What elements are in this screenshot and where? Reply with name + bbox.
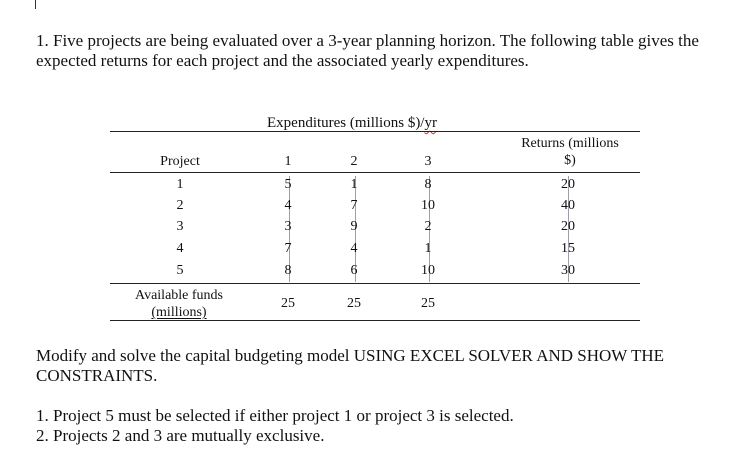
available-funds-label-line1: Available funds bbox=[135, 288, 223, 303]
expenditure-cell: 7 bbox=[284, 241, 292, 256]
table-bottom-rule bbox=[110, 320, 640, 321]
available-funds-cell: 25 bbox=[421, 296, 435, 311]
table-caption-main: Expenditures (millions $)/ bbox=[267, 115, 425, 131]
problem-statement: 1. Five projects are being evaluated ove… bbox=[36, 31, 699, 70]
available-funds-cell: 25 bbox=[347, 296, 361, 311]
project-cell: 1 bbox=[176, 177, 184, 192]
available-funds-cell: 25 bbox=[281, 296, 295, 311]
project-cell: 4 bbox=[176, 241, 184, 256]
project-cell: 5 bbox=[176, 263, 184, 278]
header-bottom-rule bbox=[110, 172, 640, 173]
table-caption-unit: yr bbox=[424, 115, 437, 131]
constraint-list: 1. Project 5 must be selected if either … bbox=[36, 406, 736, 446]
returns-header-line2: $) bbox=[564, 153, 576, 168]
expenditure-cell: 4 bbox=[350, 241, 358, 256]
body-bottom-rule bbox=[110, 283, 640, 284]
return-cell: 15 bbox=[561, 241, 575, 256]
column-divider bbox=[429, 176, 430, 282]
table-top-rule bbox=[110, 131, 640, 132]
returns-header: Returns (millions $) bbox=[508, 135, 632, 169]
expenditure-cell: 8 bbox=[424, 177, 432, 192]
expenditure-cell: 10 bbox=[421, 263, 435, 278]
constraint-item: 2. Projects 2 and 3 are mutually exclusi… bbox=[36, 426, 325, 445]
return-cell: 40 bbox=[561, 198, 575, 213]
instruction-text: Modify and solve the capital budgeting m… bbox=[36, 346, 665, 385]
return-cell: 20 bbox=[561, 219, 575, 234]
text-cursor bbox=[35, 0, 36, 9]
year-header-3: 3 bbox=[424, 154, 432, 169]
column-divider bbox=[568, 176, 569, 282]
table-caption: Expenditures (millions $)/yr bbox=[267, 114, 437, 132]
expenditure-cell: 1 bbox=[424, 241, 432, 256]
expenditure-cell: 5 bbox=[284, 177, 292, 192]
expenditure-cell: 1 bbox=[350, 177, 358, 192]
return-cell: 20 bbox=[561, 177, 575, 192]
expenditure-cell: 3 bbox=[284, 219, 292, 234]
expenditure-cell: 10 bbox=[421, 198, 435, 213]
year-header-1: 1 bbox=[284, 154, 292, 169]
return-cell: 30 bbox=[561, 263, 575, 278]
year-header-2: 2 bbox=[350, 154, 358, 169]
expenditure-cell: 6 bbox=[350, 263, 358, 278]
constraint-item: 1. Project 5 must be selected if either … bbox=[36, 406, 514, 425]
project-cell: 3 bbox=[176, 219, 184, 234]
expenditure-cell: 7 bbox=[350, 198, 358, 213]
expenditure-cell: 9 bbox=[350, 219, 358, 234]
expenditure-cell: 2 bbox=[424, 219, 432, 234]
project-cell: 2 bbox=[176, 198, 184, 213]
available-funds-label-line2: (millions) bbox=[151, 305, 207, 320]
column-divider bbox=[355, 176, 356, 282]
expenditure-cell: 8 bbox=[284, 263, 292, 278]
available-funds-label: Available funds (millions) bbox=[118, 287, 240, 321]
returns-header-line1: Returns (millions bbox=[521, 136, 619, 151]
project-header: Project bbox=[160, 154, 200, 169]
column-divider bbox=[289, 176, 290, 282]
expenditure-cell: 4 bbox=[284, 198, 292, 213]
